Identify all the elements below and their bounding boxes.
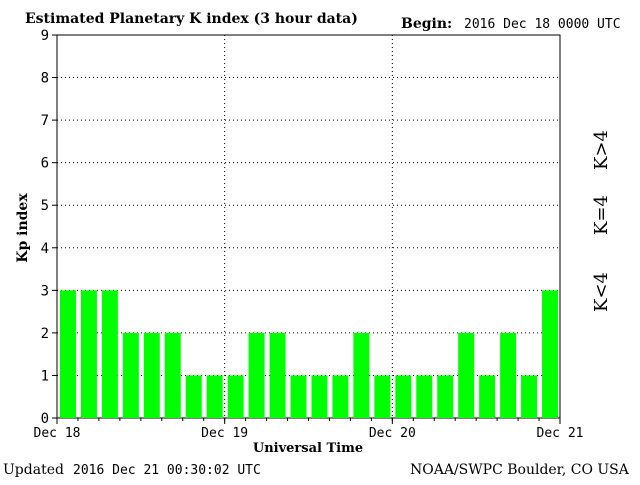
x-tick-label: Dec 18 (34, 426, 81, 441)
updated-label: Updated (3, 462, 64, 478)
kp-bar (521, 375, 538, 418)
kp-bar (185, 375, 202, 418)
y-tick-label: 3 (41, 283, 49, 299)
x-axis-label: Universal Time (253, 441, 363, 456)
kp-bar (164, 332, 181, 418)
y-tick-label: 5 (41, 198, 49, 214)
x-tick-label: Dec 21 (537, 426, 584, 441)
x-axis-ticks: Dec 18 Dec 19 Dec 20 Dec 21 (34, 418, 584, 441)
y-tick-label: 2 (41, 326, 49, 342)
y-axis-label: Kp index (15, 193, 31, 263)
kp-bar (101, 290, 118, 418)
kp-bar (269, 332, 286, 418)
kp-bar (437, 375, 454, 418)
kp-bar (311, 375, 328, 418)
source-credit: NOAA/SWPC Boulder, CO USA (410, 462, 630, 478)
legend-k-equals-4: K=4 (591, 195, 612, 235)
kp-bar (374, 375, 391, 418)
kp-bar (60, 290, 76, 418)
kp-bar (80, 290, 97, 418)
x-tick-label: Dec 20 (369, 426, 416, 441)
legend-k-less-4: K<4 (591, 272, 612, 312)
kp-bar (479, 375, 496, 418)
kp-bar (122, 332, 139, 418)
y-tick-label: 8 (41, 71, 49, 87)
kp-bar (143, 332, 160, 418)
kp-bar (206, 375, 223, 418)
y-tick-label: 0 (41, 411, 49, 427)
y-tick-label: 7 (41, 113, 49, 129)
begin-label: Begin: (401, 16, 452, 32)
y-axis-ticks: 0 1 2 3 4 5 6 7 8 9 (41, 28, 57, 427)
updated-value: 2016 Dec 21 00:30:02 UTC (73, 463, 261, 478)
kp-bar (542, 290, 558, 418)
kp-bar (332, 375, 349, 418)
kp-bar (458, 332, 475, 418)
y-tick-label: 6 (41, 156, 49, 172)
y-tick-label: 1 (41, 368, 49, 384)
chart-title: Estimated Planetary K index (3 hour data… (25, 11, 358, 27)
kp-bar (290, 375, 307, 418)
kp-bar (227, 375, 244, 418)
y-tick-label: 9 (41, 28, 49, 44)
kp-bar (353, 332, 370, 418)
begin-value: 2016 Dec 18 0000 UTC (464, 17, 621, 32)
kp-bar (500, 332, 517, 418)
x-tick-label: Dec 19 (201, 426, 248, 441)
kp-bar (395, 375, 412, 418)
y-tick-label: 4 (41, 241, 49, 257)
kp-bar (248, 332, 265, 418)
kp-bar (416, 375, 433, 418)
bars-group (60, 290, 558, 418)
legend-k-greater-4: K>4 (591, 130, 612, 170)
